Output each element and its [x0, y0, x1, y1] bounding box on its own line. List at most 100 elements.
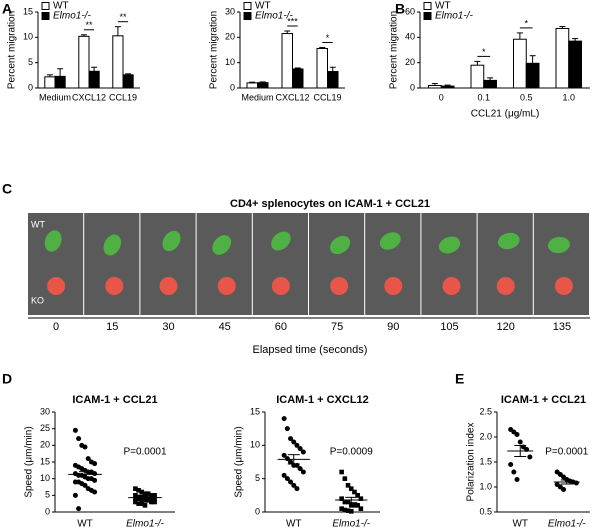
data-point [291, 482, 297, 488]
data-point [82, 444, 88, 450]
data-point [72, 427, 78, 433]
data-point [297, 466, 303, 472]
data-point [76, 506, 82, 512]
data-point [136, 501, 141, 506]
y-tick-label: 0 [230, 82, 235, 92]
time-label: 120 [497, 321, 515, 333]
x-tick-label: 0.5 [520, 92, 533, 102]
bar [470, 64, 485, 89]
data-point [348, 503, 354, 508]
ko-cell [159, 277, 178, 295]
bar [513, 38, 527, 89]
x-tick-label: Elmo1-/- [548, 519, 586, 530]
bar [54, 75, 66, 89]
data-point [92, 489, 98, 495]
time-label: 105 [440, 321, 458, 333]
x-axis-label: CCL21 (μg/mL) [471, 109, 540, 120]
wt-cell [497, 232, 520, 250]
legend-label: Elmo1-/- [435, 11, 473, 22]
sig-label: * [482, 47, 486, 57]
data-point [149, 493, 154, 498]
time-label: 90 [387, 321, 399, 333]
data-point [288, 436, 294, 442]
bar [257, 82, 269, 89]
x-tick-label: WT [512, 519, 528, 530]
y-tick-label: 10 [40, 473, 50, 483]
data-point [345, 499, 351, 505]
wt-cell [547, 236, 570, 254]
bar [568, 40, 582, 89]
legend-swatch [41, 12, 50, 20]
data-point [300, 449, 306, 455]
time-label: 0 [53, 321, 59, 333]
ko-cell [442, 277, 461, 295]
image-frame [421, 213, 477, 315]
y-axis-label: Percent migration [7, 11, 18, 89]
data-point [133, 499, 138, 505]
data-point [139, 501, 145, 506]
wt-cell [212, 235, 232, 255]
x-tick-label: WT [286, 519, 302, 530]
data-point [352, 503, 357, 508]
data-point [288, 479, 294, 485]
legend-swatch [41, 2, 50, 10]
y-tick-label: 1.5 [479, 456, 492, 466]
time-label: 135 [553, 321, 571, 333]
bar [555, 27, 570, 89]
y-axis-label: Speed (μm/min) [234, 426, 245, 497]
legend-swatch [243, 12, 252, 20]
x-tick-label: Elmo1-/- [126, 519, 164, 530]
y-axis-label: Percent migration [209, 11, 220, 89]
chart-title: ICAM-1 + CXCL12 [276, 394, 369, 406]
data-point [136, 488, 141, 493]
data-point [352, 489, 357, 495]
x-tick-label: WT [77, 519, 93, 530]
data-point [355, 503, 360, 508]
ko-cell [384, 277, 403, 295]
bar [292, 68, 304, 89]
data-point [152, 493, 157, 498]
data-point [348, 486, 354, 491]
data-point [92, 461, 98, 467]
data-point [297, 446, 303, 452]
y-tick-label: 15 [250, 406, 260, 416]
panel-label: A [2, 1, 12, 17]
data-point [358, 496, 364, 501]
image-title: CD4+ splenocytes on ICAM-1 + CCL21 [230, 198, 430, 210]
data-point [149, 496, 154, 501]
x-tick-label: CXCL12 [72, 92, 106, 102]
y-tick-label: 20 [225, 32, 235, 42]
wt-cell [44, 230, 62, 252]
image-frame [28, 213, 84, 315]
data-point [139, 498, 145, 503]
y-tick-label: 30 [40, 406, 50, 416]
legend-label: WT [435, 1, 451, 12]
data-point [508, 462, 514, 467]
bar [428, 84, 442, 89]
data-point [139, 489, 145, 495]
data-point [145, 491, 151, 496]
panel-label: E [455, 371, 464, 387]
data-point [142, 491, 148, 496]
data-point [133, 493, 138, 498]
bar [246, 82, 258, 89]
data-point [149, 499, 154, 505]
bar [281, 33, 293, 89]
y-tick-label: 10 [225, 57, 235, 67]
image-frame [196, 213, 252, 315]
data-point [339, 469, 344, 475]
data-point [133, 486, 138, 491]
image-frame [533, 213, 589, 315]
ko-cell [554, 277, 573, 295]
x-tick-label: CCL19 [313, 92, 341, 102]
wt-cell [162, 230, 181, 252]
data-point [342, 476, 348, 481]
y-tick-label: 2.0 [479, 431, 492, 441]
p-value: P=0.0009 [330, 447, 374, 458]
wt-cell [103, 234, 122, 256]
data-point [300, 469, 306, 475]
legend-swatch [243, 2, 252, 10]
data-point [294, 486, 300, 492]
data-point [527, 454, 533, 460]
sig-label: ** [119, 12, 127, 22]
